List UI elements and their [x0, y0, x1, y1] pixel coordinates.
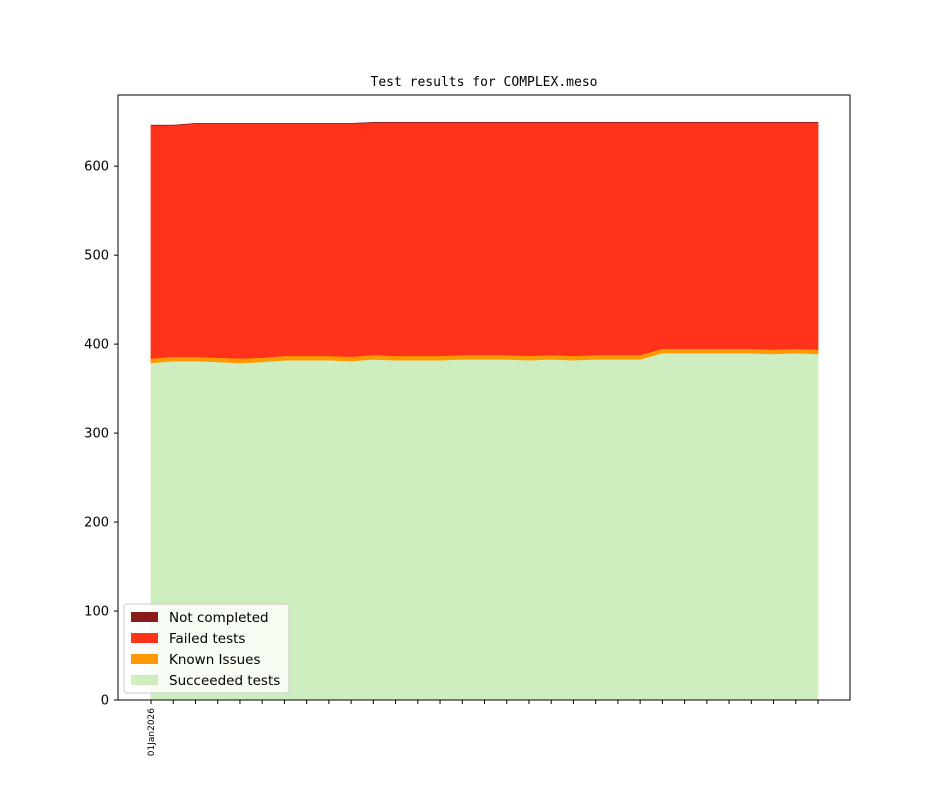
y-tick-label: 300	[84, 427, 109, 442]
legend-swatch-failed-tests	[131, 633, 158, 643]
legend-label-succeeded-tests: Succeeded tests	[169, 673, 280, 689]
y-axis: 0 100 200 300 400 500 600	[84, 160, 118, 709]
area-not-completed	[151, 122, 818, 126]
area-failed-tests	[150, 122, 819, 359]
legend-swatch-known-issues	[131, 654, 158, 664]
legend-label-failed-tests: Failed tests	[169, 631, 245, 647]
y-tick-label: 400	[84, 338, 109, 353]
y-tick-label: 0	[101, 694, 109, 709]
legend-box	[123, 603, 290, 694]
y-tick-label: 500	[84, 249, 109, 264]
chart-title: Test results for COMPLEX.meso	[371, 75, 598, 90]
legend-label-not-completed: Not completed	[169, 610, 269, 626]
y-tick-label: 100	[84, 605, 109, 620]
x-axis: 01Jan2026	[147, 700, 819, 757]
legend-swatch-not-completed	[131, 612, 158, 622]
legend-swatch-succeeded-tests	[131, 675, 158, 685]
legend-label-known-issues: Known Issues	[169, 652, 261, 668]
y-tick-label: 200	[84, 516, 109, 531]
legend: Not completed Failed tests Known Issues Suc…	[123, 603, 290, 694]
x-tick-label: 01Jan2026	[147, 708, 157, 757]
y-tick-label: 600	[84, 160, 109, 175]
stacked-areas	[150, 122, 819, 701]
